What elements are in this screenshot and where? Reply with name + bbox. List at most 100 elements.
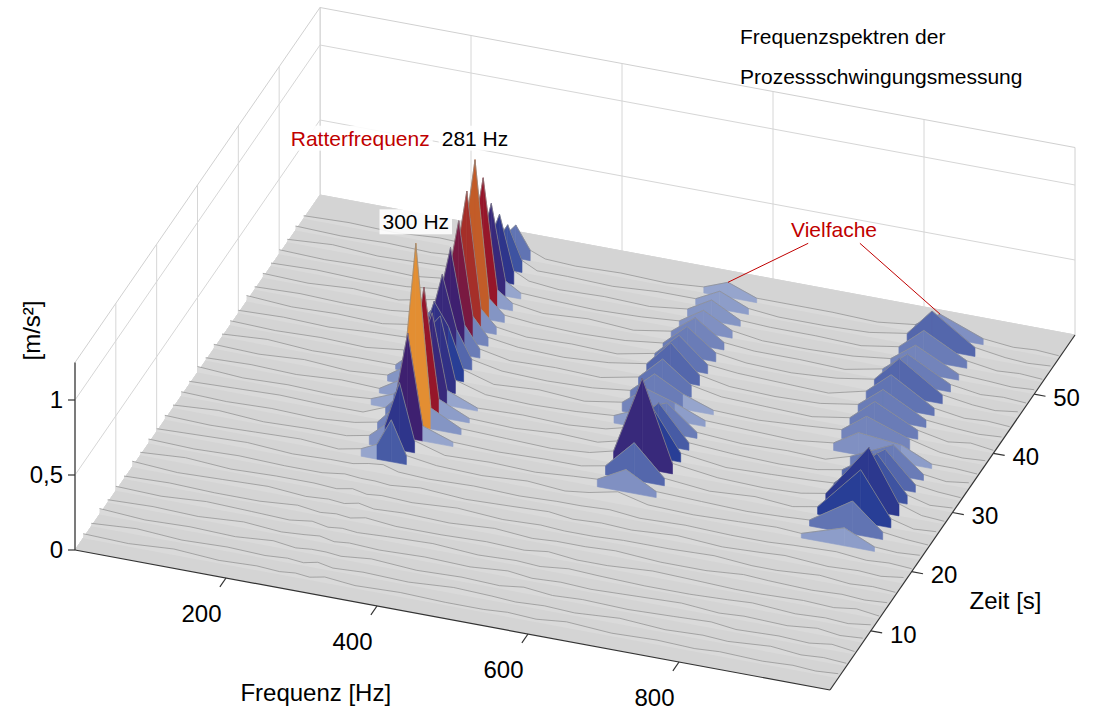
tick-label: 40 [1012,443,1039,470]
floor [75,195,1075,690]
spectrum-fill [132,461,887,607]
spectrum-slice [91,523,846,666]
spectrum-line [108,500,863,639]
axis-title: [m/s²] [18,301,45,361]
annotation: Vielfache [791,218,877,241]
spectrum-slice [83,534,838,679]
leader-line [728,243,808,282]
grid-line [622,64,623,252]
spectrum-line [116,486,871,625]
tick-mark [220,578,226,587]
spectrum-slice [165,415,920,560]
spectrum-peak [391,420,406,465]
grid-line [238,126,239,314]
tick-mark [371,606,377,615]
spectrum-fill [124,476,879,619]
leader-line [860,243,940,314]
spectrum-fill [91,523,846,666]
label-patch [288,126,433,151]
tick-mark [68,474,75,475]
axis-title: Frequenz [Hz] [240,679,391,706]
tick-label: 1 [50,386,63,413]
annotations: Vielfache281 HzRatterfrequenz300 Hz [288,126,940,315]
grid-line [773,92,774,280]
spectrum-line [157,429,912,569]
spectrum-slice [108,500,863,643]
spectrum-slice [255,191,1010,430]
grid-line [924,120,925,308]
spectrum-slice [157,429,912,572]
spectrum-peak [626,470,656,498]
spectrum-line [247,221,1002,437]
tick-mark [68,549,75,550]
tick-label: 20 [931,561,958,588]
spectrum-line [165,415,920,555]
spectrum-peak [506,281,521,299]
z-axis-line [74,363,75,551]
title-line: Frequenzspektren der [740,25,945,48]
y-axis-line [830,335,1075,690]
tick-label: 50 [1053,384,1080,411]
tick-label: 0,5 [30,461,63,488]
tick-mark [993,453,1004,455]
spectrum-slice [100,509,855,655]
spectrum-line [124,476,879,616]
spectrum-slice [116,486,871,631]
spectrum-line [279,204,1034,390]
spectrum-fill [287,214,1042,382]
spectrum-fill [165,415,920,560]
spectrum-fill [263,160,1018,418]
tick-mark [673,662,679,671]
spectrum-line [198,287,953,508]
spectrum-fill [83,534,838,679]
spectrum-fill [116,486,871,631]
tick-mark [912,572,923,574]
spectrum-slice [173,383,928,549]
tick-label: 200 [181,600,221,627]
spectrum-fill [108,500,863,643]
title: Frequenzspektren derProzessschwingungsme… [740,25,1022,88]
grid-line [197,185,198,373]
spectrum-slice [124,476,879,619]
spectrum-fill [173,383,928,549]
tick-mark [522,634,528,643]
annotation: 300 Hz [383,210,450,233]
grid-line [279,67,280,255]
grid-line [156,244,157,431]
chart: 0 0,5 1[m/s²] 200 400 600 800 Frequenz [Hz] 10 20… [0,0,1099,727]
tick-label: 400 [332,628,372,655]
spectrum-peak [423,426,453,447]
spectrum-peak [489,299,504,323]
tick-label: 10 [890,621,917,648]
annotation: 281 Hz [442,127,509,150]
spectra [83,160,1058,679]
spectrum-line [83,534,838,674]
spectrum-peak [834,433,859,456]
spectrum-slice [149,439,904,584]
spectrum-fill [149,439,904,584]
tick-label: 800 [634,684,674,711]
tick-label: 30 [972,502,999,529]
grid-line [115,303,116,491]
spectrum-peak [498,290,513,311]
axes: 0 0,5 1[m/s²] 200 400 600 800 Frequenz [Hz] 10 20… [18,301,1080,711]
spectrum-peak [844,528,874,552]
tick-mark [68,399,75,400]
tick-label: 600 [483,656,523,683]
spectrum-slice [132,461,887,607]
spectrum-fill [271,178,1026,406]
spectrum-fill [100,509,855,655]
spectrum-slice [263,160,1018,418]
tick-mark [953,513,964,515]
axis-title: Zeit [s] [970,587,1042,614]
spectrum-peak [597,470,626,493]
spectrum-slice [287,214,1042,382]
spectrum-line [255,191,1010,427]
spectrum-fill [255,191,1010,430]
spectrum-slice [271,178,1026,406]
tick-label: 0 [50,536,63,563]
label-patch [439,126,512,151]
spectrum-peak [853,501,883,540]
spectrum-line [140,452,895,592]
label-patch [380,209,453,234]
